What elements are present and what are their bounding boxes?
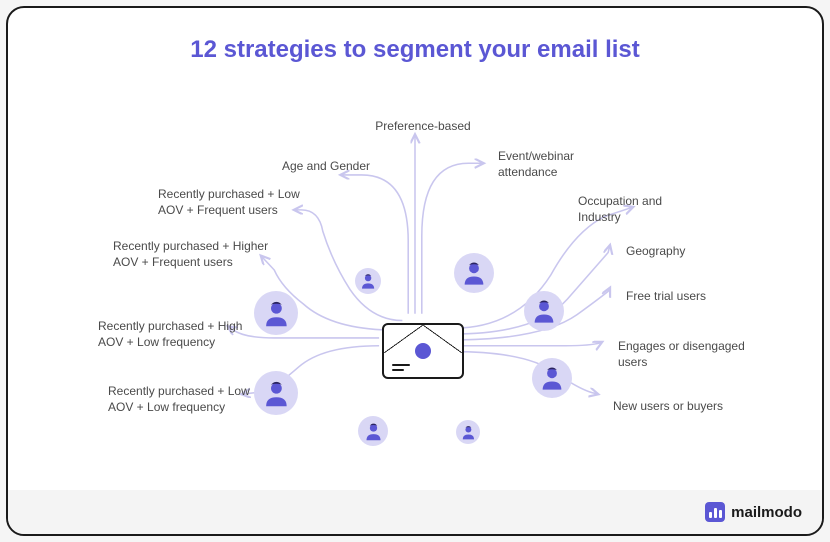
- label-l3: Recently purchased + High AOV + Low freq…: [98, 318, 248, 350]
- envelope-seal: [415, 343, 431, 359]
- envelope-icon: [382, 323, 464, 379]
- brand-text: mailmodo: [731, 504, 802, 521]
- label-preference: Preference-based: [343, 118, 503, 134]
- avatar-icon: [358, 416, 388, 446]
- avatar-icon: [254, 371, 298, 415]
- label-r4: Engages or disengaged users: [618, 338, 748, 370]
- label-r5: New users or buyers: [613, 398, 723, 414]
- diagram: Preference-based Age and Gender Event/we…: [8, 8, 822, 534]
- brand: mailmodo: [705, 502, 802, 522]
- label-l2: Recently purchased + Higher AOV + Freque…: [113, 238, 273, 270]
- avatar-icon: [456, 420, 480, 444]
- label-r2: Geography: [626, 243, 685, 259]
- label-age-gender: Age and Gender: [246, 158, 406, 174]
- label-r1: Occupation and Industry: [578, 193, 698, 225]
- footer: mailmodo: [8, 490, 822, 534]
- label-l4: Recently purchased + Low AOV + Low frequ…: [108, 383, 258, 415]
- envelope-lines: [392, 361, 412, 371]
- label-event: Event/webinar attendance: [498, 148, 618, 180]
- connectors-svg: [8, 8, 822, 534]
- avatar-icon: [355, 268, 381, 294]
- avatar-icon: [532, 358, 572, 398]
- avatar-icon: [454, 253, 494, 293]
- label-l1: Recently purchased + Low AOV + Frequent …: [158, 186, 308, 218]
- avatar-icon: [254, 291, 298, 335]
- avatar-icon: [524, 291, 564, 331]
- card: 12 strategies to segment your email list…: [6, 6, 824, 536]
- brand-icon: [705, 502, 725, 522]
- label-r3: Free trial users: [626, 288, 706, 304]
